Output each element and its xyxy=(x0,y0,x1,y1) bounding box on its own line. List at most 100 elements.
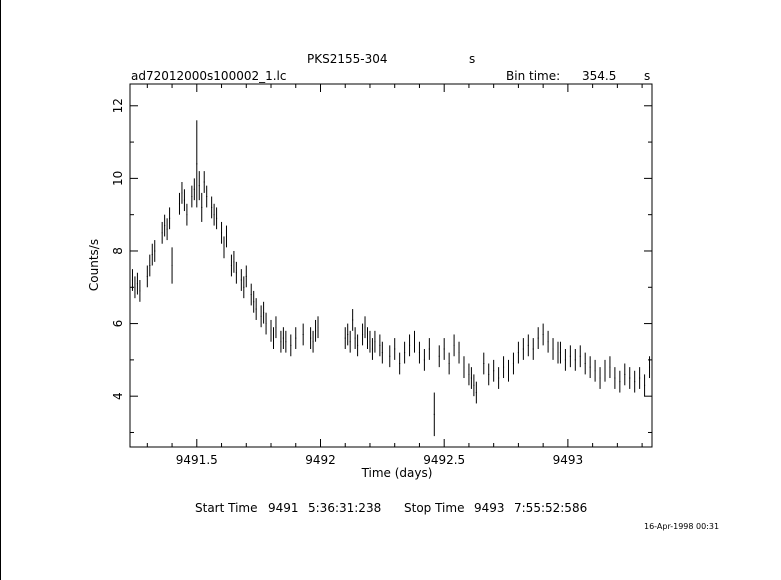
data-point xyxy=(589,356,591,379)
data-point xyxy=(270,319,272,342)
x-tick-label: 9493 xyxy=(553,453,584,467)
data-point xyxy=(265,312,267,335)
data-point xyxy=(374,330,376,353)
data-point xyxy=(357,334,359,357)
stop-day: 9493 xyxy=(474,501,505,515)
data-point xyxy=(542,323,544,346)
data-point xyxy=(389,345,391,368)
data-point xyxy=(275,316,277,339)
data-point xyxy=(409,334,411,357)
data-point xyxy=(564,348,566,371)
data-point xyxy=(458,341,460,364)
data-point xyxy=(183,189,185,212)
data-point xyxy=(253,290,255,313)
data-point xyxy=(295,327,297,349)
x-tick-label: 9491.5 xyxy=(176,453,218,467)
data-point xyxy=(493,359,495,382)
data-point xyxy=(522,338,524,360)
data-point xyxy=(569,345,571,368)
data-point xyxy=(349,330,351,353)
y-tick-label: 10 xyxy=(111,171,125,186)
data-point xyxy=(557,341,559,364)
data-point xyxy=(302,323,304,346)
data-point xyxy=(169,207,171,230)
data-point xyxy=(344,327,346,349)
data-point xyxy=(206,185,208,208)
data-points xyxy=(131,120,651,437)
plot-timestamp: 16-Apr-1998 00:31 xyxy=(644,522,720,531)
data-point xyxy=(151,243,153,266)
data-point xyxy=(483,352,485,375)
stop-time-value: 7:55:52:586 xyxy=(514,501,588,515)
data-point xyxy=(532,338,534,360)
data-point xyxy=(404,341,406,364)
data-point xyxy=(213,203,215,226)
y-axis-label: Counts/s xyxy=(87,239,101,291)
data-point xyxy=(609,356,611,379)
data-point xyxy=(354,327,356,349)
data-point xyxy=(517,341,519,364)
data-point xyxy=(371,338,373,360)
data-point xyxy=(221,221,223,244)
data-point xyxy=(503,356,505,379)
y-tick-label: 6 xyxy=(111,320,125,328)
data-point xyxy=(428,338,430,360)
data-point xyxy=(347,323,349,346)
plot-frame xyxy=(129,83,653,448)
data-point xyxy=(164,214,166,237)
data-point xyxy=(282,327,284,349)
y-tick-label: 8 xyxy=(111,247,125,255)
data-point xyxy=(552,338,554,360)
data-point xyxy=(381,341,383,364)
data-point xyxy=(423,348,425,371)
data-point xyxy=(488,363,490,386)
data-point xyxy=(364,316,366,339)
data-point xyxy=(399,352,401,375)
data-point xyxy=(463,356,465,379)
bin-time-unit: s xyxy=(644,69,651,83)
data-point xyxy=(312,330,314,353)
data-point xyxy=(154,240,156,262)
data-point xyxy=(225,225,227,248)
y-tick-label: 12 xyxy=(111,98,125,113)
data-point xyxy=(379,334,381,357)
data-point xyxy=(263,301,265,324)
data-point xyxy=(438,345,440,368)
data-point xyxy=(260,305,262,328)
data-point xyxy=(198,171,200,201)
data-point xyxy=(369,330,371,353)
data-point xyxy=(181,182,183,204)
data-point xyxy=(448,352,450,375)
data-point xyxy=(280,330,282,353)
data-point xyxy=(235,261,237,284)
data-point xyxy=(527,334,529,357)
start-time-label: Start Time xyxy=(195,501,258,515)
data-point xyxy=(394,338,396,360)
y-axis-ticks: 4 6 8 10 12 xyxy=(111,98,652,433)
data-point xyxy=(475,381,477,404)
data-point xyxy=(473,374,475,397)
data-point xyxy=(584,352,586,375)
data-point xyxy=(178,192,180,215)
file-name: ad72012000s100002_1.lc xyxy=(131,69,287,83)
data-point xyxy=(290,334,292,357)
x-axis-ticks: 9491.5 9492 9492.5 9493 xyxy=(146,84,643,467)
data-point xyxy=(418,341,420,364)
data-point xyxy=(352,309,354,331)
stop-time-label: Stop Time xyxy=(404,501,465,515)
data-point xyxy=(161,221,163,244)
data-point xyxy=(413,330,416,353)
x-tick-label: 9492.5 xyxy=(423,453,465,467)
data-point xyxy=(624,363,626,386)
data-point xyxy=(644,374,646,397)
x-axis-label: Time (days) xyxy=(361,466,433,480)
title-unit: s xyxy=(469,52,476,66)
window-left-border xyxy=(0,0,1,580)
data-point xyxy=(574,348,576,371)
data-point xyxy=(245,265,247,288)
data-point xyxy=(512,352,514,375)
y-tick-label: 4 xyxy=(111,392,125,400)
data-point xyxy=(196,120,198,208)
data-point xyxy=(366,327,369,349)
